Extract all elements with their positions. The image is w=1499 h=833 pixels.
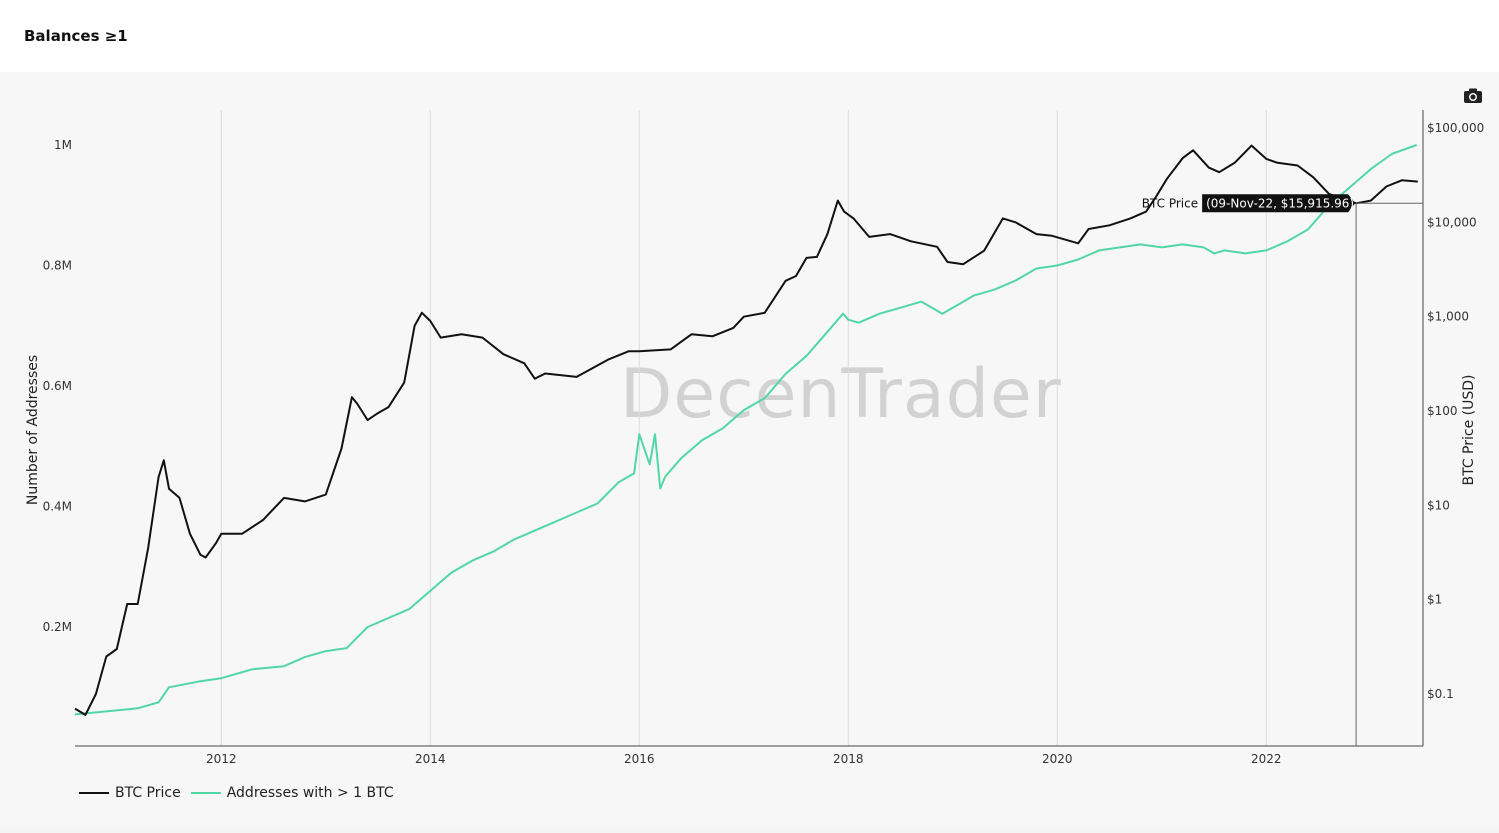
axes <box>75 110 1424 747</box>
y2-tick-labels: $0.1 $1 $10 $100 $1,000 $10,000 $100,000 <box>1427 121 1484 701</box>
series-lines <box>74 144 1418 716</box>
y2-tick-label: $1 <box>1427 593 1442 607</box>
hover-tooltip: (09-Nov-22, $15,915.96) BTC Price <box>1142 194 1423 746</box>
y-tick-labels: 0.2M 0.4M 0.6M 0.8M 1M <box>43 138 72 634</box>
x-tick-label: 2022 <box>1251 752 1282 766</box>
y-tick-label: 0.8M <box>43 259 72 273</box>
y-tick-label: 0.2M <box>43 620 72 634</box>
header-bar: Balances ≥1 <box>0 0 1499 72</box>
camera-icon[interactable] <box>1463 87 1483 105</box>
y2-tick-label: $100,000 <box>1427 121 1484 135</box>
addresses-line <box>74 144 1418 716</box>
x-tick-labels: 2012 2014 2016 2018 2020 2022 <box>206 752 1282 766</box>
y-tick-label: 0.4M <box>43 500 72 514</box>
legend-label: BTC Price <box>115 785 181 801</box>
y2-tick-label: $1,000 <box>1427 310 1469 324</box>
y-tick-label: 1M <box>54 138 72 152</box>
tooltip-box <box>1202 194 1356 213</box>
y2-tick-label: $0.1 <box>1427 687 1454 701</box>
legend-item-btc-price[interactable]: BTC Price <box>79 785 181 801</box>
y-tick-label: 0.6M <box>43 379 72 393</box>
x-tick-label: 2012 <box>206 752 237 766</box>
x-tick-label: 2014 <box>415 752 446 766</box>
y-axis-label: Number of Addresses <box>25 355 41 505</box>
x-tick-label: 2016 <box>624 752 655 766</box>
legend-item-addresses[interactable]: Addresses with > 1 BTC <box>190 785 394 801</box>
page-title: Balances ≥1 <box>24 27 128 45</box>
btc-price-line <box>74 144 1418 716</box>
y2-tick-label: $10,000 <box>1427 215 1477 229</box>
legend-label: Addresses with > 1 BTC <box>226 785 394 801</box>
grid-lines <box>220 110 1267 746</box>
tooltip-value: (09-Nov-22, $15,915.96) <box>1206 196 1354 210</box>
y2-tick-label: $100 <box>1427 404 1458 418</box>
tooltip-series-label: BTC Price <box>1142 196 1198 210</box>
legend-swatch <box>79 792 109 794</box>
legend: BTC Price Addresses with > 1 BTC <box>79 785 394 801</box>
legend-swatch <box>190 792 221 794</box>
x-tick-label: 2018 <box>833 752 864 766</box>
y2-axis-label: BTC Price (USD) <box>1461 374 1477 485</box>
x-tick-label: 2020 <box>1042 752 1073 766</box>
y2-tick-label: $10 <box>1427 498 1450 512</box>
